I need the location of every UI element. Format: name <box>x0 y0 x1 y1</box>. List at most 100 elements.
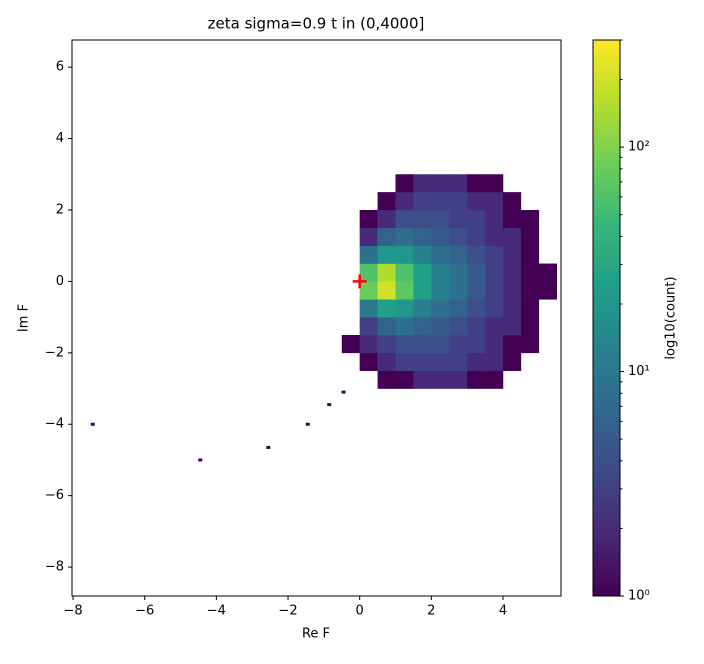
bin-cell <box>520 299 540 318</box>
bin-cell <box>467 192 486 211</box>
bin-cell <box>485 281 504 300</box>
bin-cell <box>502 299 522 318</box>
bin-cell <box>538 263 558 282</box>
colorbar-frame <box>592 39 621 597</box>
outlier-cell <box>305 422 310 426</box>
outlier-cell <box>90 422 95 426</box>
bin-cell <box>449 209 468 229</box>
bin-cell <box>341 334 360 354</box>
bin-cell <box>449 174 468 193</box>
bin-cell <box>395 192 414 211</box>
bin-cell <box>377 370 396 389</box>
bin-cell <box>413 334 432 354</box>
bin-cell <box>431 317 450 336</box>
bin-cell <box>449 192 468 211</box>
bin-cell <box>395 245 414 264</box>
bin-cell <box>413 192 432 211</box>
chart-title: zeta sigma=0.9 t in (0,4000] <box>208 15 425 33</box>
bin-cell <box>485 192 504 211</box>
bin-cell <box>449 334 468 354</box>
bin-cell <box>377 352 396 371</box>
bin-cell <box>485 245 504 264</box>
bin-cell <box>413 263 432 282</box>
bin-cell <box>449 227 468 246</box>
bin-cell <box>467 263 486 282</box>
bin-cell <box>485 352 504 371</box>
bin-cell <box>431 245 450 264</box>
bin-cell <box>395 227 414 246</box>
bin-cell <box>467 317 486 336</box>
bin-cell <box>359 281 378 300</box>
plot-frame <box>71 39 562 597</box>
bin-cell <box>449 281 468 300</box>
bin-cell <box>413 317 432 336</box>
bin-cell <box>431 299 450 318</box>
bin-cell <box>413 174 432 193</box>
bin-cell <box>431 174 450 193</box>
x-tick-label: 2 <box>427 604 435 619</box>
bin-cell <box>395 299 414 318</box>
bin-cell <box>449 299 468 318</box>
bin-cell <box>485 174 504 193</box>
bin-cell <box>395 263 414 282</box>
x-tick-label: −2 <box>278 604 297 619</box>
bin-cell <box>520 245 540 264</box>
bin-cell <box>467 209 486 229</box>
bin-cell <box>413 209 432 229</box>
bin-cell <box>359 245 378 264</box>
bin-cell <box>395 334 414 354</box>
bin-cell <box>520 334 540 354</box>
bin-cell <box>449 263 468 282</box>
bin-cell <box>467 281 486 300</box>
bin-cell <box>377 299 396 318</box>
bin-cell <box>413 299 432 318</box>
outlier-cell <box>266 445 271 449</box>
x-tick-label: −4 <box>207 604 226 619</box>
y-tick-label: 2 <box>56 202 64 217</box>
bin-cell <box>431 263 450 282</box>
bin-cell <box>359 227 378 246</box>
bin-cell <box>359 352 378 371</box>
bin-cell <box>502 281 522 300</box>
y-tick-label: 0 <box>56 274 64 289</box>
bin-cell <box>520 227 540 246</box>
bin-cell <box>449 245 468 264</box>
colorbar-tick-label: 10² <box>628 140 650 155</box>
bin-cell <box>538 281 558 300</box>
bin-cell <box>502 352 522 371</box>
y-tick-label: −2 <box>45 345 64 360</box>
bin-cell <box>502 209 522 229</box>
bin-cell <box>395 209 414 229</box>
x-tick-label: −6 <box>135 604 154 619</box>
bin-cell <box>431 209 450 229</box>
bin-cell <box>520 263 540 282</box>
outlier-cell <box>198 458 203 462</box>
bin-cell <box>413 370 432 389</box>
bin-cell <box>467 370 486 389</box>
bin-cell <box>377 227 396 246</box>
bin-cell <box>377 317 396 336</box>
bin-cell <box>449 370 468 389</box>
bin-cell <box>467 352 486 371</box>
x-tick-label: −8 <box>63 604 82 619</box>
x-tick-label: 4 <box>499 604 507 619</box>
bin-cell <box>359 317 378 336</box>
bin-cell <box>359 209 378 229</box>
x-axis-label: Re F <box>302 627 330 642</box>
outlier-cell <box>327 403 332 407</box>
bin-cell <box>502 227 522 246</box>
bin-cell <box>377 281 396 300</box>
bin-cell <box>431 192 450 211</box>
bin-cell <box>395 174 414 193</box>
y-axis-label: Im F <box>17 304 32 332</box>
bin-cell <box>485 263 504 282</box>
bin-cell <box>377 334 396 354</box>
bin-cell <box>502 334 522 354</box>
bin-cell <box>377 245 396 264</box>
bin-cell <box>431 352 450 371</box>
bin-cell <box>467 299 486 318</box>
bin-cell <box>485 370 504 389</box>
colorbar <box>593 40 620 596</box>
bin-cell <box>431 281 450 300</box>
bin-cell <box>485 334 504 354</box>
